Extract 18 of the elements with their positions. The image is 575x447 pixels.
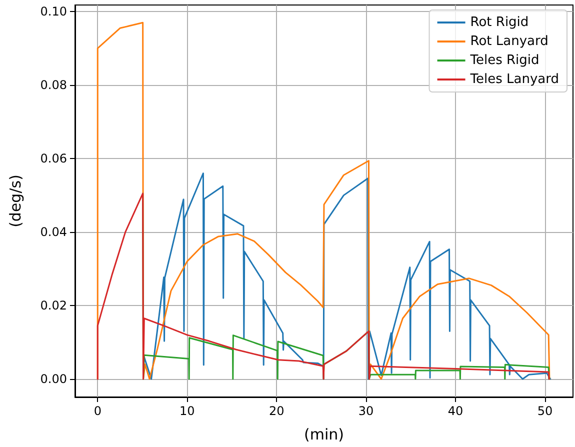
legend-label: Teles Lanyard	[469, 72, 560, 87]
y-tick-label: 0.06	[40, 152, 67, 166]
y-axis-title: (deg/s)	[6, 174, 24, 228]
y-tick-label: 0.08	[40, 78, 67, 92]
y-tick-label: 0.00	[40, 372, 67, 386]
x-tick-label: 30	[358, 404, 374, 418]
y-tick-label: 0.04	[40, 225, 67, 240]
x-tick-label: 50	[537, 404, 553, 418]
x-tick-label: 20	[268, 404, 284, 418]
legend-label: Teles Rigid	[469, 53, 540, 68]
y-tick-label: 0.10	[40, 4, 67, 19]
x-tick-label: 0	[94, 404, 102, 418]
x-axis-title: (min)	[304, 426, 344, 444]
x-tick-label: 10	[179, 404, 195, 418]
legend-label: Rot Lanyard	[470, 34, 548, 49]
legend-label: Rot Rigid	[470, 15, 529, 30]
y-tick-label: 0.02	[40, 298, 67, 313]
x-tick-label: 40	[448, 404, 464, 418]
